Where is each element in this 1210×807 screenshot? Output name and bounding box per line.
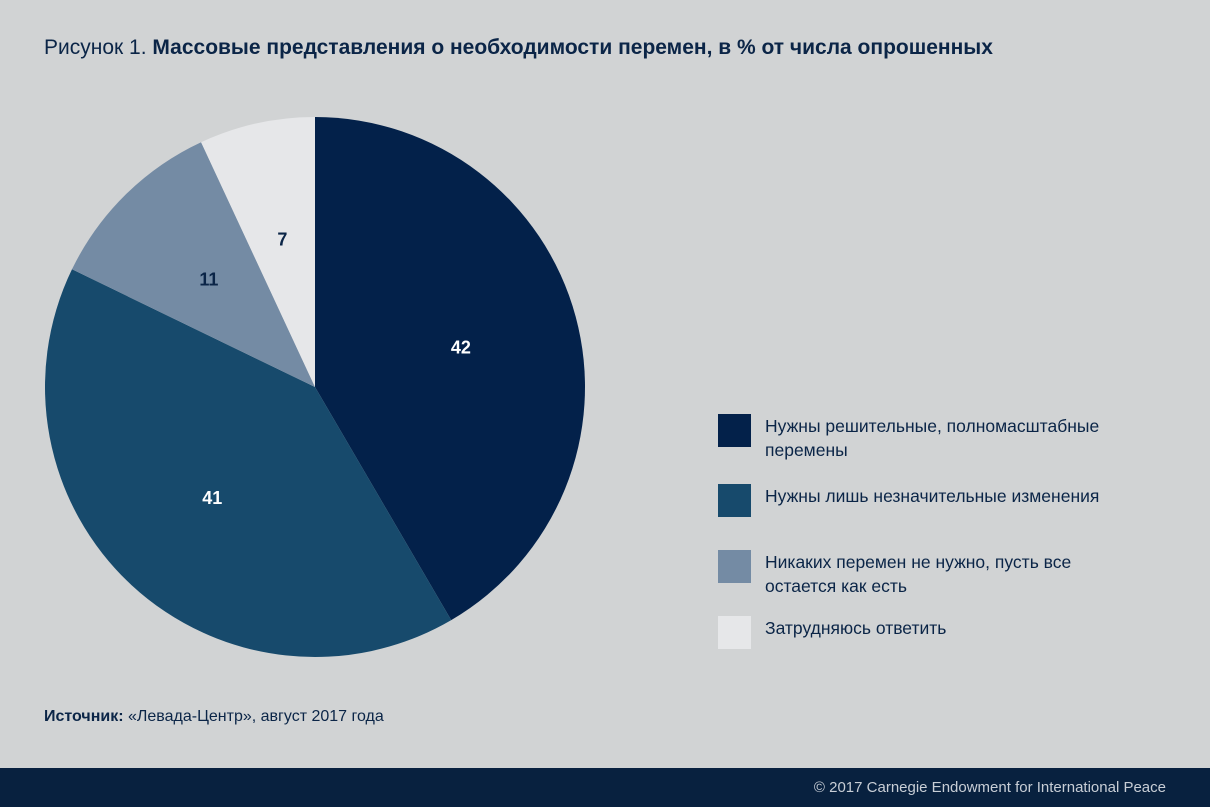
- legend-label: Нужны решительные, полномасштабные перем…: [765, 416, 1100, 460]
- legend-label: Нужны лишь незначительные изменения: [765, 486, 1100, 506]
- pie-slice-no-change: [71, 142, 315, 387]
- source-label: Источник:: [44, 708, 124, 725]
- chart-title: Рисунок 1. Массовые представления о необ…: [44, 36, 993, 60]
- copyright-text: © 2017 Carnegie Endowment for Internatio…: [813, 779, 1166, 796]
- pie-data-label-no-change: 11: [199, 269, 218, 289]
- pie-data-label-minor-change: 41: [202, 488, 222, 508]
- pie-data-label-decisive-change: 42: [451, 337, 471, 357]
- legend-item-decisive-change: Нужны решительные, полномасштабные перем…: [718, 414, 1145, 462]
- pie-slice-decisive-change: [315, 117, 585, 621]
- legend-swatch: [718, 484, 751, 517]
- legend-item-minor-change: Нужны лишь незначительные изменения: [718, 484, 1145, 517]
- pie-slice-no-answer: [201, 117, 315, 387]
- footer-bar: © 2017 Carnegie Endowment for Internatio…: [0, 768, 1210, 807]
- pie-chart: 42 41 11 7: [45, 117, 585, 657]
- pie-slice-minor-change: [45, 269, 452, 657]
- pie-data-label-no-answer: 7: [277, 229, 287, 249]
- figure-label: Рисунок 1.: [44, 36, 147, 59]
- legend-item-no-answer: Затрудняюсь ответить: [718, 616, 1145, 649]
- legend-swatch: [718, 616, 751, 649]
- source-text: «Левада-Центр», август 2017 года: [127, 708, 384, 725]
- legend-swatch: [718, 550, 751, 583]
- title-text: Массовые представления о необходимости п…: [152, 36, 993, 59]
- source-note: Источник: «Левада-Центр», август 2017 го…: [44, 708, 384, 726]
- legend-swatch: [718, 414, 751, 447]
- legend-item-no-change: Никаких перемен не нужно, пусть все оста…: [718, 550, 1145, 598]
- legend-label: Затрудняюсь ответить: [765, 618, 947, 638]
- legend-label: Никаких перемен не нужно, пусть все оста…: [765, 552, 1072, 596]
